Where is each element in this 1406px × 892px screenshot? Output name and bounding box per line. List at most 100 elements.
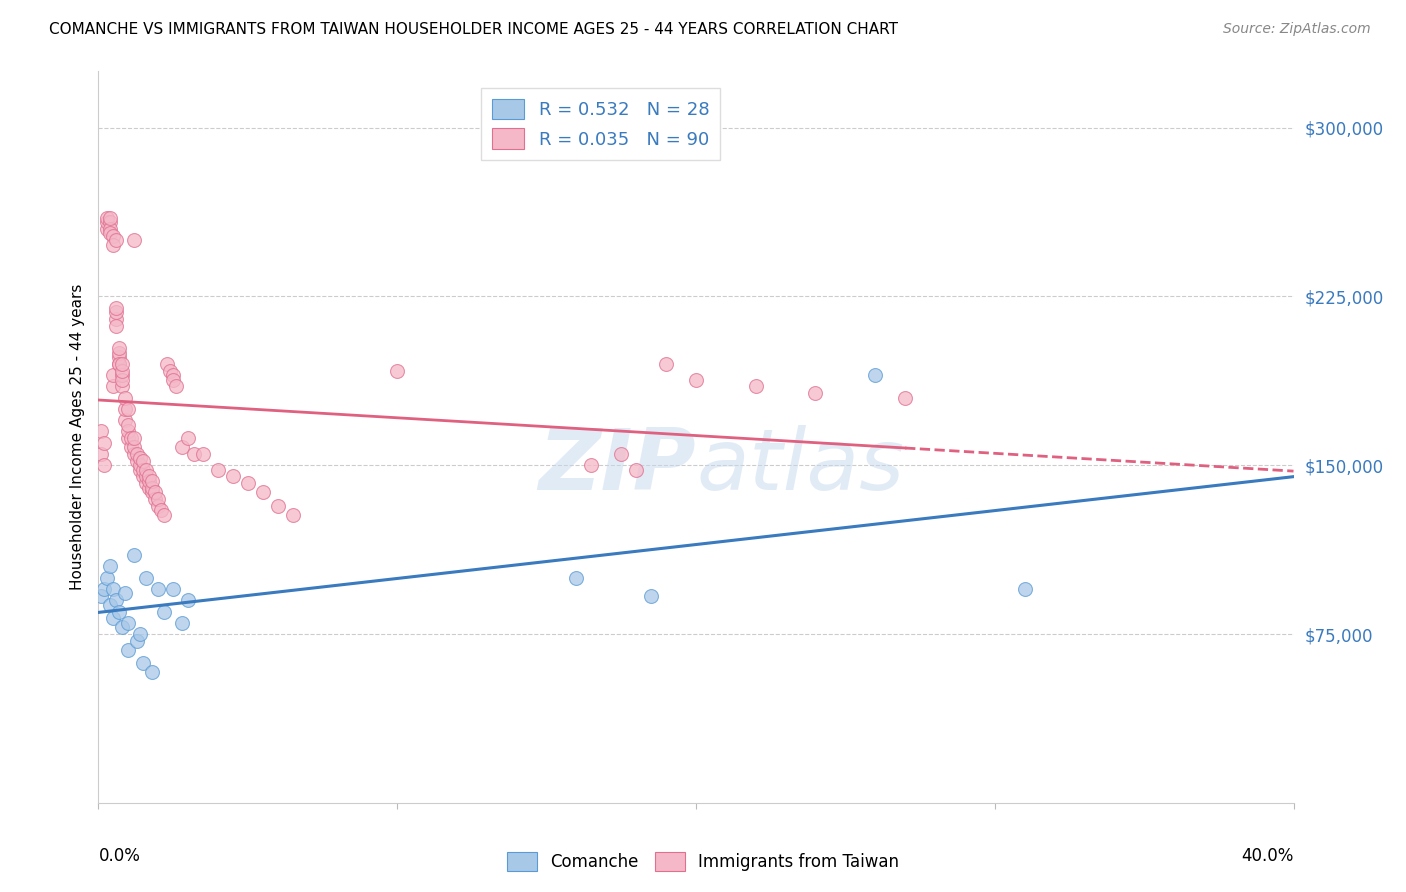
Point <box>124 548 146 562</box>
Point <box>129 451 152 466</box>
Point <box>111 620 134 634</box>
Point <box>114 391 136 405</box>
Point <box>135 571 157 585</box>
Point <box>138 469 160 483</box>
Point <box>103 611 125 625</box>
Point <box>177 593 200 607</box>
Point <box>143 485 166 500</box>
Point <box>103 582 125 596</box>
Point <box>141 485 163 500</box>
Point <box>148 582 170 596</box>
Point <box>117 642 139 657</box>
Point <box>108 341 131 355</box>
Point <box>98 215 122 229</box>
Point <box>655 357 678 371</box>
Point <box>129 627 152 641</box>
Text: 0.0%: 0.0% <box>98 847 141 864</box>
Point <box>150 503 173 517</box>
Legend: Comanche, Immigrants from Taiwan: Comanche, Immigrants from Taiwan <box>498 843 908 880</box>
Point <box>108 357 131 371</box>
Point <box>111 364 134 378</box>
Point <box>105 233 128 247</box>
Point <box>565 571 588 585</box>
Point <box>127 447 149 461</box>
Point <box>162 582 184 596</box>
Point <box>111 368 134 383</box>
Point <box>138 474 160 488</box>
Point <box>96 571 118 585</box>
Point <box>111 379 134 393</box>
Point <box>132 657 155 671</box>
Point <box>141 481 163 495</box>
Point <box>135 476 157 491</box>
Point <box>132 453 155 467</box>
Text: 40.0%: 40.0% <box>1241 847 1294 864</box>
Point <box>108 345 131 359</box>
Point <box>1014 582 1036 596</box>
Point <box>135 469 157 483</box>
Text: Source: ZipAtlas.com: Source: ZipAtlas.com <box>1223 22 1371 37</box>
Point <box>117 425 139 439</box>
Point <box>252 485 274 500</box>
Point <box>804 386 827 401</box>
Point <box>685 373 707 387</box>
Point <box>108 350 131 364</box>
Point <box>281 508 304 522</box>
Point <box>581 458 603 473</box>
Point <box>96 222 118 236</box>
Point <box>162 368 184 383</box>
Point <box>114 401 136 416</box>
Point <box>96 215 118 229</box>
Point <box>745 379 768 393</box>
Point <box>124 440 146 454</box>
Y-axis label: Householder Income Ages 25 - 44 years: Householder Income Ages 25 - 44 years <box>69 284 84 591</box>
Point <box>117 615 139 630</box>
Point <box>108 605 131 619</box>
Point <box>640 589 662 603</box>
Point <box>105 318 128 333</box>
Point <box>103 379 125 393</box>
Point <box>114 413 136 427</box>
Point <box>90 425 112 439</box>
Point <box>120 431 142 445</box>
Point <box>236 476 259 491</box>
Point <box>626 463 648 477</box>
Point <box>98 559 122 574</box>
Point <box>127 453 149 467</box>
Point <box>127 633 149 648</box>
Point <box>207 463 229 477</box>
Point <box>165 379 187 393</box>
Point <box>111 373 134 387</box>
Point <box>153 508 176 522</box>
Legend: R = 0.532   N = 28, R = 0.035   N = 90: R = 0.532 N = 28, R = 0.035 N = 90 <box>481 87 720 160</box>
Point <box>124 447 146 461</box>
Point <box>105 301 128 315</box>
Point <box>148 491 170 506</box>
Point <box>108 357 131 371</box>
Point <box>894 391 917 405</box>
Point <box>132 463 155 477</box>
Point <box>120 440 142 454</box>
Point <box>385 364 409 378</box>
Point <box>177 431 200 445</box>
Point <box>93 435 115 450</box>
Point <box>129 463 152 477</box>
Point <box>117 431 139 445</box>
Point <box>98 211 122 225</box>
Point <box>148 499 170 513</box>
Point <box>129 458 152 473</box>
Point <box>865 368 887 383</box>
Point <box>143 491 166 506</box>
Point <box>132 469 155 483</box>
Point <box>103 228 125 243</box>
Text: ZIP: ZIP <box>538 425 696 508</box>
Point <box>105 312 128 326</box>
Point <box>117 401 139 416</box>
Point <box>90 589 112 603</box>
Point <box>124 431 146 445</box>
Point <box>183 447 205 461</box>
Point <box>135 463 157 477</box>
Point <box>159 364 181 378</box>
Point <box>105 593 128 607</box>
Point <box>103 368 125 383</box>
